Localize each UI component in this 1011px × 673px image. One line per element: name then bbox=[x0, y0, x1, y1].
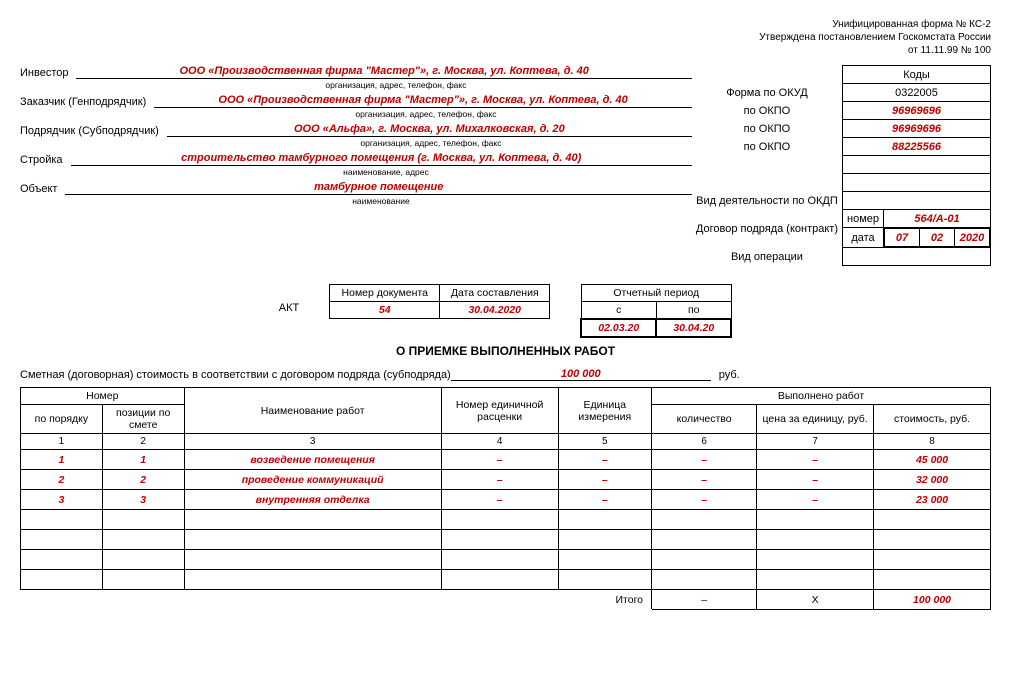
customer-row: Заказчик (Генподрядчик) ООО «Производств… bbox=[20, 94, 692, 108]
period-table: Отчетный период спо 02.03.2030.04.20 bbox=[580, 284, 732, 338]
table-row bbox=[21, 550, 991, 570]
total-row: Итого – Х 100 000 bbox=[21, 590, 991, 610]
table-row: 33внутренняя отделка––––23 000 bbox=[21, 490, 991, 510]
doc-header-block: АКТ Номер документаДата составления 5430… bbox=[20, 284, 991, 338]
investor-row: Инвестор ООО «Производственная фирма "Ма… bbox=[20, 65, 692, 79]
smeta-row: Сметная (договорная) стоимость в соответ… bbox=[20, 368, 991, 381]
stroyka-row: Стройка строительство тамбурного помещен… bbox=[20, 152, 692, 166]
form-header: Унифицированная форма № КС-2 Утверждена … bbox=[20, 18, 991, 57]
codes-table: Коды Форма по ОКУД0322005 по ОКПО9696969… bbox=[692, 65, 991, 266]
contractor-row: Подрядчик (Субподрядчик) ООО «Альфа», г.… bbox=[20, 123, 692, 137]
main-title: О ПРИЕМКЕ ВЫПОЛНЕННЫХ РАБОТ bbox=[20, 344, 991, 358]
works-table: Номер Наименование работ Номер единичной… bbox=[20, 387, 991, 610]
object-row: Объект тамбурное помещение bbox=[20, 181, 692, 195]
doc-number-table: Номер документаДата составления 5430.04.… bbox=[329, 284, 550, 319]
table-row: 11возведение помещения––––45 000 bbox=[21, 450, 991, 470]
table-row bbox=[21, 510, 991, 530]
table-row bbox=[21, 530, 991, 550]
table-row bbox=[21, 570, 991, 590]
table-row: 22проведение коммуникаций––––32 000 bbox=[21, 470, 991, 490]
